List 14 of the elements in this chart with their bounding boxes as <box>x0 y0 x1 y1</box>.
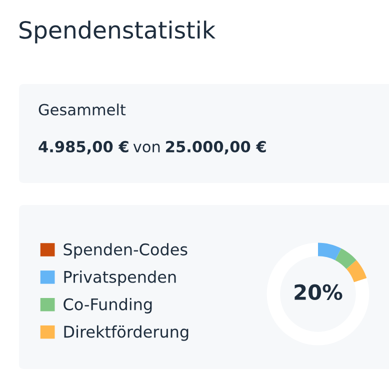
donut-slice <box>346 260 367 282</box>
donut-slice <box>266 242 370 346</box>
text: 4.985,00 € <box>38 140 128 154</box>
donut-slice <box>318 242 342 260</box>
legend-label: Spenden-Codes <box>64 243 188 259</box>
donut-slice <box>335 248 356 269</box>
text: 20% <box>294 284 342 300</box>
legend-label: Direktförderung <box>64 325 188 341</box>
text: Gesammelt <box>38 104 126 116</box>
text: von <box>133 144 160 152</box>
legend-label: Co-Funding <box>64 298 152 314</box>
text: Spendenstatistik <box>20 20 216 44</box>
text: 25.000,00 € <box>166 140 266 154</box>
legend-label: Privatspenden <box>64 270 176 286</box>
